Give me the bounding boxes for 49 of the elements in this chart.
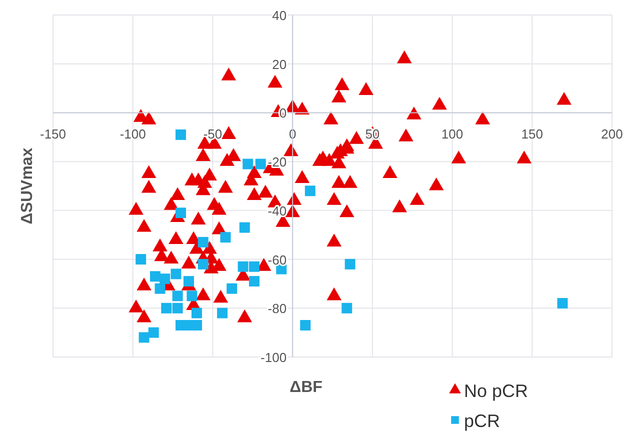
- x-tick-label: -150: [40, 126, 66, 142]
- point: [255, 158, 266, 170]
- point: [186, 290, 198, 302]
- point: [557, 298, 568, 308]
- point: [226, 283, 238, 294]
- x-tick-label: -100: [120, 126, 146, 142]
- point: [170, 268, 182, 280]
- point: [239, 222, 250, 233]
- x-axis-title: ΔBF: [290, 379, 323, 396]
- point: [161, 302, 172, 314]
- point: [198, 236, 208, 248]
- point: [184, 276, 194, 287]
- point: [242, 158, 254, 170]
- point: [172, 290, 183, 302]
- y-tick-label: 20: [272, 56, 287, 72]
- point: [150, 271, 160, 282]
- point: [148, 327, 159, 338]
- y-tick-label: -100: [260, 350, 287, 365]
- y-tick-label: -80: [268, 301, 287, 316]
- point: [138, 332, 150, 343]
- point: [198, 258, 208, 270]
- x-tick-label: 100: [441, 126, 464, 142]
- legend-label: pCR: [464, 411, 500, 431]
- legend-label: No pCR: [464, 381, 528, 401]
- point: [304, 186, 316, 196]
- x-tick-label: 150: [521, 126, 543, 142]
- x-tick-label: -50: [203, 126, 222, 142]
- point: [217, 308, 228, 318]
- y-tick-label: -60: [268, 252, 287, 268]
- x-tick-label: 0: [288, 126, 296, 142]
- point: [238, 261, 248, 272]
- y-tick-label: -40: [268, 203, 287, 218]
- y-tick-label: -20: [268, 154, 287, 170]
- x-tick-label: 200: [601, 126, 623, 142]
- point: [172, 302, 183, 314]
- point: [342, 302, 352, 314]
- point: [192, 308, 202, 318]
- point: [176, 129, 186, 140]
- point: [154, 283, 166, 294]
- point: [344, 258, 356, 270]
- point: [220, 232, 231, 243]
- y-axis-title: ΔSUVmax: [19, 148, 36, 224]
- y-tick-label: 40: [272, 8, 287, 23]
- point: [300, 320, 311, 330]
- point: [248, 276, 260, 287]
- point: [248, 261, 260, 272]
- point: [176, 208, 186, 218]
- point: [136, 254, 146, 265]
- point: [160, 274, 170, 284]
